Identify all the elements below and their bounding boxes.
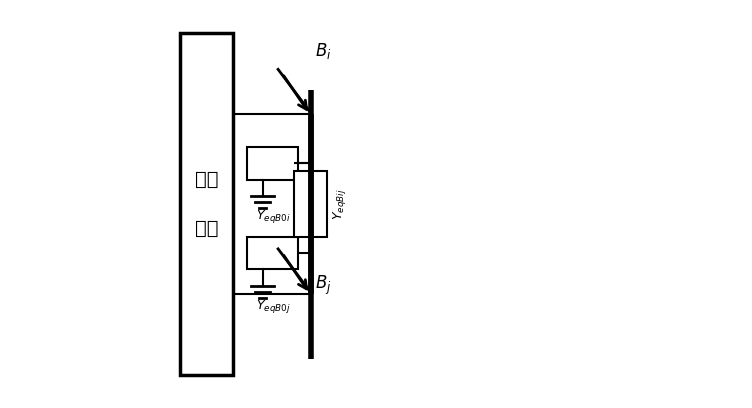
Bar [247,147,299,180]
Text: $Y_{eqBij}$: $Y_{eqBij}$ [331,188,348,220]
Text: $Y_{eqB0j}$: $Y_{eqB0j}$ [256,298,290,315]
Text: 网络: 网络 [195,219,218,238]
Text: $Y_{eqB0i}$: $Y_{eqB0i}$ [256,208,290,225]
Bar [294,171,327,237]
Bar [180,33,233,375]
Text: $B_j$: $B_j$ [315,273,332,297]
Bar [247,237,299,269]
Text: $B_i$: $B_i$ [315,41,332,61]
Text: 内部: 内部 [195,170,218,189]
